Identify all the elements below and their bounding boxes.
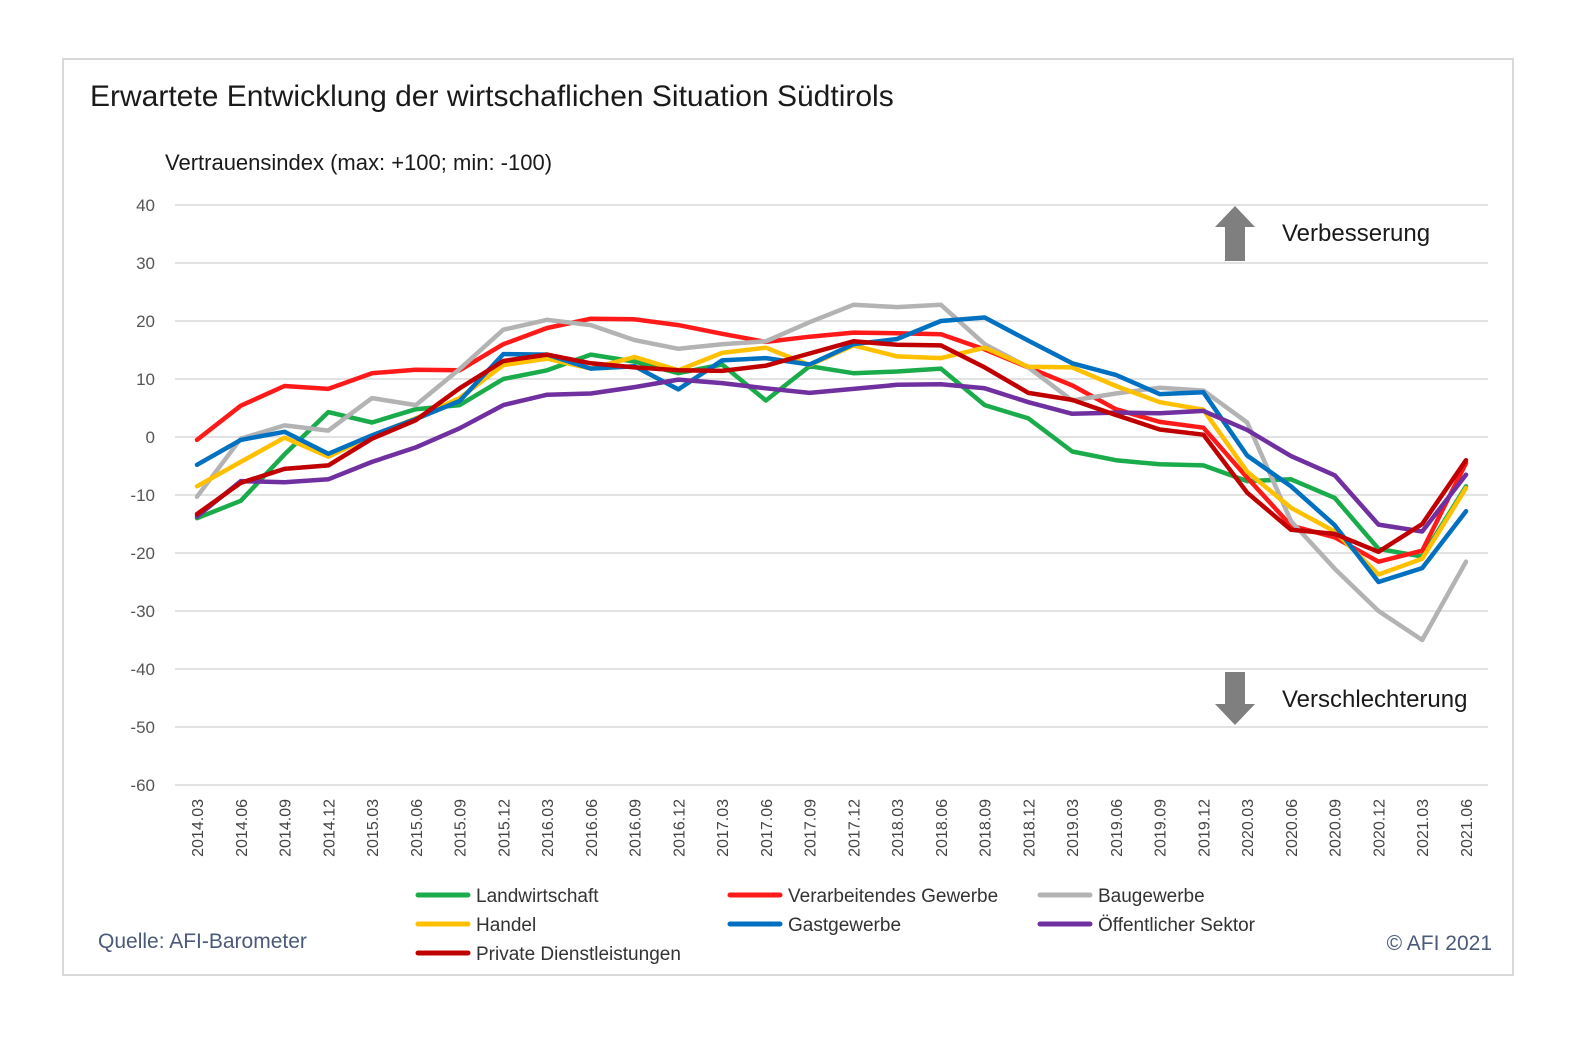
down-arrow-icon [1215,672,1255,725]
gridlines [175,204,1488,786]
legend-label: Öffentlicher Sektor [1098,915,1256,936]
direction-arrows [1215,206,1255,725]
series-line-landwirtschaft [194,352,1469,559]
series-line-private-dienstleistungen [194,339,1469,555]
y-tick-label: 40 [136,196,155,215]
y-tick-label: -20 [130,544,155,563]
chart-frame [62,58,1514,976]
x-tick-label: 2014.12 [321,799,338,857]
y-tick-label: 20 [136,312,155,331]
x-tick-label: 2017.09 [803,799,820,857]
series-line-baugewerbe [194,302,1469,643]
x-tick-label: 2019.12 [1196,799,1213,857]
y-tick-label: -30 [130,602,155,621]
x-tick-label: 2016.12 [671,799,688,857]
x-tick-label: 2014.06 [234,799,251,857]
x-tick-label: 2016.09 [628,799,645,857]
legend-label: Baugewerbe [1098,886,1205,907]
x-tick-label: 2020.06 [1284,799,1301,857]
x-tick-label: 2020.09 [1328,799,1345,857]
x-tick-label: 2019.09 [1153,799,1170,857]
legend-label: Verarbeitendes Gewerbe [788,886,998,907]
series-line-öffentlicher-sektor [194,377,1469,534]
improvement-label: Verbesserung [1282,220,1431,247]
x-tick-label: 2014.03 [190,799,207,857]
series-line-handel [194,343,1469,577]
legend-label: Gastgewerbe [788,915,901,936]
x-tick-label: 2016.06 [584,799,601,857]
y-axis-label: Vertrauensindex (max: +100; min: -100) [165,150,553,175]
y-tick-label: -50 [130,718,155,737]
legend-label: Landwirtschaft [476,886,599,907]
x-tick-label: 2015.12 [496,799,513,857]
y-tick-label: 10 [136,370,155,389]
legend-label: Private Dienstleistungen [476,944,681,965]
x-tick-label: 2021.03 [1415,799,1432,857]
series-lines [194,302,1469,643]
x-tick-labels: 2014.03 2014.06 2014.09 2014.12 2015.03 2015.… [190,799,1476,857]
x-tick-label: 2018.06 [934,799,951,857]
legend-label: Handel [476,915,536,936]
series-line-verarbeitendes-gewerbe [194,316,1469,564]
x-tick-label: 2017.06 [759,799,776,857]
x-tick-label: 2015.03 [365,799,382,857]
x-tick-label: 2014.09 [278,799,295,857]
x-tick-label: 2016.03 [540,799,557,857]
y-tick-label: 30 [136,254,155,273]
y-tick-labels: 40 30 20 10 0 -10 -20 -30 -40 -50 -60 [130,196,155,795]
up-arrow-icon [1215,206,1255,261]
x-tick-label: 2015.09 [453,799,470,857]
y-tick-label: -10 [130,486,155,505]
x-tick-label: 2018.12 [1021,799,1038,857]
x-tick-label: 2020.12 [1371,799,1388,857]
y-tick-label: -40 [130,660,155,679]
source-note: Quelle: AFI-Barometer [98,930,307,953]
copyright-note: © AFI 2021 [1386,932,1492,955]
chart-title: Erwartete Entwicklung der wirtschafliche… [90,80,894,113]
x-tick-label: 2019.03 [1065,799,1082,857]
y-tick-label: -60 [130,776,155,795]
legend: Landwirtschaft Verarbeitendes Gewerbe Baug… [415,886,1256,965]
x-tick-label: 2017.12 [846,799,863,857]
x-tick-label: 2015.06 [409,799,426,857]
x-tick-label: 2018.09 [978,799,995,857]
x-tick-label: 2020.03 [1240,799,1257,857]
x-tick-label: 2021.06 [1459,799,1476,857]
x-tick-label: 2018.03 [890,799,907,857]
y-tick-label: 0 [146,428,155,447]
worsening-label: Verschlechterung [1282,686,1468,713]
x-tick-label: 2019.06 [1109,799,1126,857]
x-tick-label: 2017.03 [715,799,732,857]
